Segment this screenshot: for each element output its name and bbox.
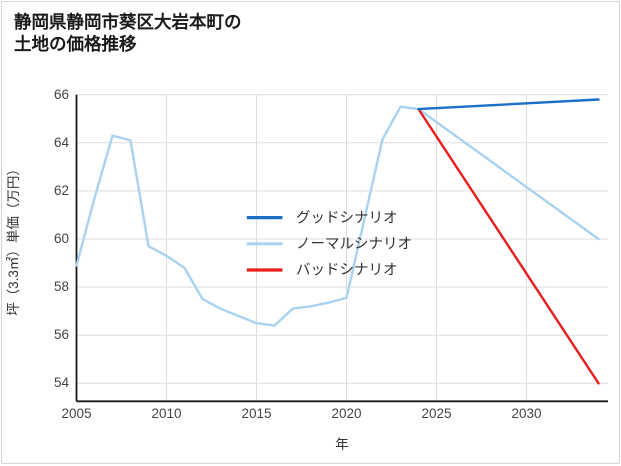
- svg-text:バッドシナリオ: バッドシナリオ: [296, 263, 398, 279]
- svg-text:2015: 2015: [241, 406, 271, 421]
- svg-text:ノーマルシナリオ: ノーマルシナリオ: [296, 237, 412, 253]
- svg-text:2020: 2020: [331, 406, 361, 421]
- svg-text:2005: 2005: [61, 406, 91, 421]
- svg-text:2025: 2025: [421, 406, 451, 421]
- svg-text:58: 58: [54, 279, 69, 294]
- svg-text:坪（3.3㎡）単価（万円）: 坪（3.3㎡）単価（万円）: [6, 162, 21, 316]
- svg-text:64: 64: [54, 135, 70, 150]
- svg-text:54: 54: [54, 375, 70, 390]
- svg-text:60: 60: [54, 231, 69, 246]
- svg-text:グッドシナリオ: グッドシナリオ: [296, 209, 398, 226]
- svg-text:62: 62: [54, 183, 69, 198]
- svg-text:56: 56: [54, 327, 69, 342]
- svg-text:年: 年: [335, 437, 349, 452]
- svg-text:66: 66: [54, 87, 69, 102]
- svg-text:2010: 2010: [151, 406, 181, 421]
- svg-text:2030: 2030: [511, 406, 541, 421]
